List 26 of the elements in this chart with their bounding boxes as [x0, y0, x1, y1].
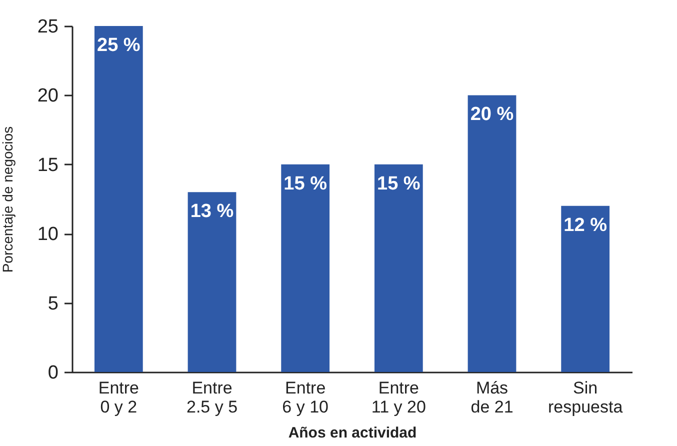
- data-label: 25 %: [97, 35, 140, 56]
- x-tick-label: Más de 21: [470, 378, 514, 416]
- y-tick-label: 5: [48, 293, 58, 314]
- data-label: 12 %: [564, 214, 608, 236]
- bar: [561, 206, 610, 372]
- data-label: 15 %: [284, 173, 328, 194]
- x-tick-label: Entre 0 y 2: [98, 378, 139, 416]
- data-label: 13 %: [190, 201, 234, 222]
- y-tick-label: 10: [37, 224, 58, 246]
- bar: [281, 164, 330, 372]
- bar: [374, 164, 423, 372]
- data-label: 20 %: [470, 104, 514, 126]
- x-tick-label: Entre 2.5 y 5: [186, 378, 238, 416]
- y-tick-label: 0: [48, 362, 58, 384]
- bar: [94, 26, 143, 372]
- y-tick-label: 15: [37, 154, 58, 176]
- x-axis-title: Años en actividad: [288, 424, 417, 442]
- x-tick-label: Entre 6 y 10: [282, 378, 328, 416]
- y-tick-label: 25: [37, 16, 58, 38]
- x-tick-label: Sin respuesta: [548, 378, 624, 416]
- bar: [468, 95, 516, 372]
- data-label: 15 %: [377, 173, 420, 194]
- y-tick-label: 20: [37, 86, 58, 107]
- bar: [188, 192, 236, 372]
- y-axis-title: Porcentaje de negocios: [0, 126, 16, 273]
- x-tick-label: Entre 11 y 20: [371, 378, 426, 416]
